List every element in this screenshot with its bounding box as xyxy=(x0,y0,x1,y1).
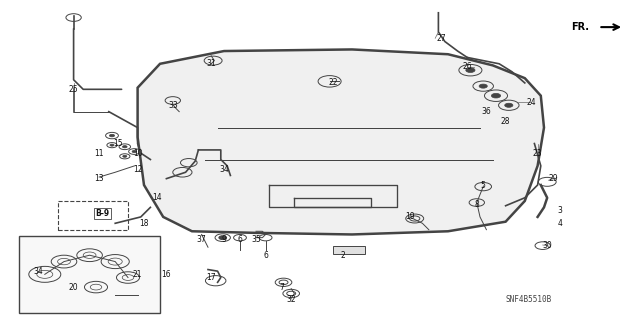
Text: 34: 34 xyxy=(33,267,44,276)
Text: 21: 21 xyxy=(133,270,142,279)
Text: 25: 25 xyxy=(68,85,79,94)
Text: 14: 14 xyxy=(152,193,162,202)
Text: 37: 37 xyxy=(196,235,207,244)
Circle shape xyxy=(479,84,487,88)
Text: 4: 4 xyxy=(557,219,563,228)
Text: 22: 22 xyxy=(328,78,337,87)
Text: 28: 28 xyxy=(501,117,510,126)
Circle shape xyxy=(123,155,127,157)
Text: 20: 20 xyxy=(68,283,79,292)
Bar xyxy=(333,246,365,254)
Text: 5: 5 xyxy=(481,181,486,189)
Text: SNF4B5510B: SNF4B5510B xyxy=(506,295,552,304)
Text: 36: 36 xyxy=(481,107,492,116)
Text: 6: 6 xyxy=(237,235,243,244)
Text: 29: 29 xyxy=(548,174,559,183)
Text: 35: 35 xyxy=(251,235,261,244)
Text: 19: 19 xyxy=(404,212,415,221)
Text: 17: 17 xyxy=(206,273,216,282)
Text: 6: 6 xyxy=(263,251,268,260)
Text: 9: 9 xyxy=(221,235,227,244)
Bar xyxy=(58,201,128,230)
Text: FR.: FR. xyxy=(571,22,589,32)
Circle shape xyxy=(132,150,137,153)
Circle shape xyxy=(466,68,475,72)
Text: 10: 10 xyxy=(132,149,143,158)
Text: 18: 18 xyxy=(140,219,148,228)
Text: 16: 16 xyxy=(161,270,172,279)
Text: 26: 26 xyxy=(462,63,472,71)
Text: 31: 31 xyxy=(206,59,216,68)
Text: 23: 23 xyxy=(532,149,543,158)
Text: B-9: B-9 xyxy=(95,209,109,218)
Text: 13: 13 xyxy=(94,174,104,183)
Text: 7: 7 xyxy=(279,283,284,292)
Text: 34: 34 xyxy=(219,165,229,174)
PathPatch shape xyxy=(138,49,544,234)
Text: 3: 3 xyxy=(557,206,563,215)
Text: 12: 12 xyxy=(133,165,142,174)
Text: 30: 30 xyxy=(542,241,552,250)
Circle shape xyxy=(109,134,115,137)
Circle shape xyxy=(122,145,127,148)
Text: 2: 2 xyxy=(340,251,345,260)
Bar xyxy=(19,236,160,313)
Text: 15: 15 xyxy=(113,139,124,148)
Circle shape xyxy=(492,93,500,98)
Circle shape xyxy=(110,144,114,146)
Text: 32: 32 xyxy=(286,295,296,304)
Text: 24: 24 xyxy=(526,98,536,107)
Text: 8: 8 xyxy=(474,200,479,209)
Text: 27: 27 xyxy=(436,34,447,43)
Circle shape xyxy=(505,103,513,107)
Text: 33: 33 xyxy=(168,101,178,110)
Text: 11: 11 xyxy=(95,149,104,158)
Circle shape xyxy=(219,236,227,240)
